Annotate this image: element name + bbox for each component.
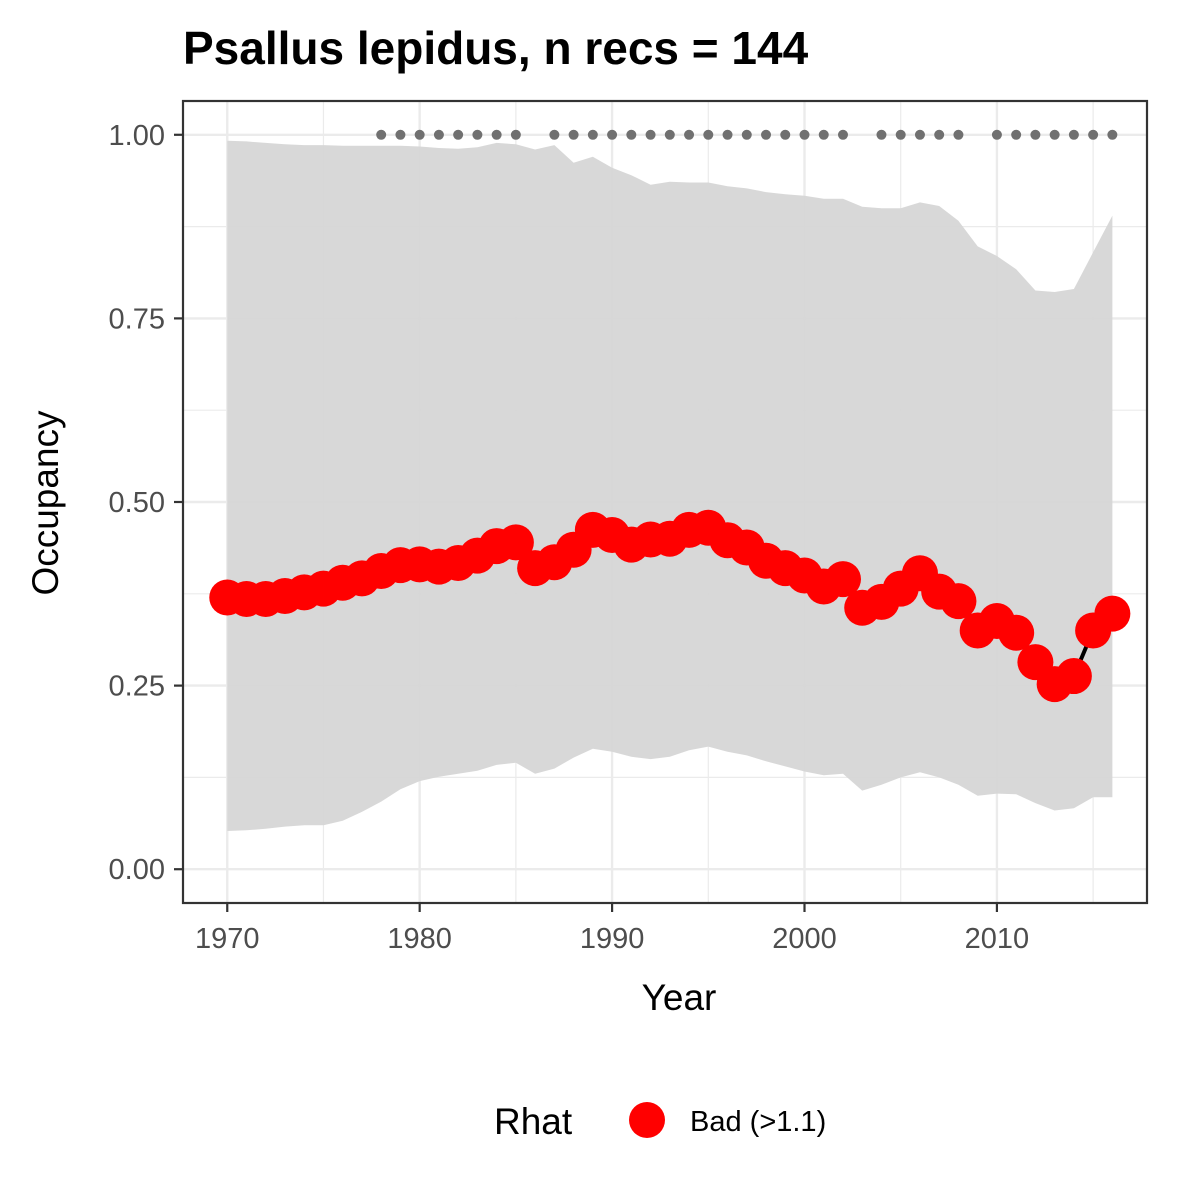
occupancy-point [1094,595,1131,632]
record-dot [1088,129,1099,140]
x-tick-label: 1970 [195,923,260,955]
record-dot [934,129,945,140]
y-tick-label: 0.75 [109,303,165,335]
record-dot [703,129,714,140]
record-dot [1011,129,1022,140]
record-dot [1049,129,1060,140]
record-dot [664,129,675,140]
x-tick-label: 1990 [580,923,645,955]
legend-key-bad [629,1102,665,1138]
occupancy-point [824,561,861,598]
record-dot [549,129,560,140]
x-tick-label: 2000 [772,923,837,955]
record-dot [799,129,810,140]
record-dot [395,129,406,140]
y-tick-label: 0.00 [109,854,165,886]
y-tick-label: 0.25 [109,671,165,703]
record-dot [761,129,772,140]
axes: 1970 1980 1990 2000 2010 0.00 0.25 0.50 0.75 1.00 [109,99,1149,955]
record-dot [818,129,829,140]
record-dot [1030,129,1041,140]
record-dot [953,129,964,140]
record-dot [414,129,425,140]
chart-title: Psallus lepidus, n recs = 144 [183,22,809,74]
record-dot [876,129,887,140]
record-dot [645,129,656,140]
x-tick-label: 2010 [965,923,1030,955]
record-dot [568,129,579,140]
record-dot [914,129,925,140]
record-dot [472,129,483,140]
y-tick-label: 1.00 [109,120,165,152]
record-dot [684,129,695,140]
occupancy-point [998,614,1035,651]
x-axis-title: Year [642,977,717,1018]
occupancy-point [940,583,977,620]
y-tick-label: 0.50 [109,487,165,519]
record-dot [453,129,464,140]
record-dot [741,129,752,140]
legend-title: Rhat [494,1101,573,1142]
occupancy-point [497,524,534,561]
record-dot [1068,129,1079,140]
record-dot [433,129,444,140]
record-dot [895,129,906,140]
record-dot [510,129,521,140]
record-dot [607,129,618,140]
record-dot [376,129,387,140]
occupancy-point [1055,658,1092,695]
record-dot [1107,129,1118,140]
record-dot [626,129,637,140]
record-dot [491,129,502,140]
plot-panel [183,101,1147,903]
y-axis-title: Occupancy [25,410,66,596]
record-dot [722,129,733,140]
record-dot [837,129,848,140]
legend: Rhat Bad (>1.1) [494,1101,826,1142]
record-dot [587,129,598,140]
record-dot [780,129,791,140]
x-tick-label: 1980 [387,923,452,955]
record-dot [991,129,1002,140]
credible-interval-ribbon [227,140,1113,831]
legend-label-bad: Bad (>1.1) [690,1106,826,1138]
